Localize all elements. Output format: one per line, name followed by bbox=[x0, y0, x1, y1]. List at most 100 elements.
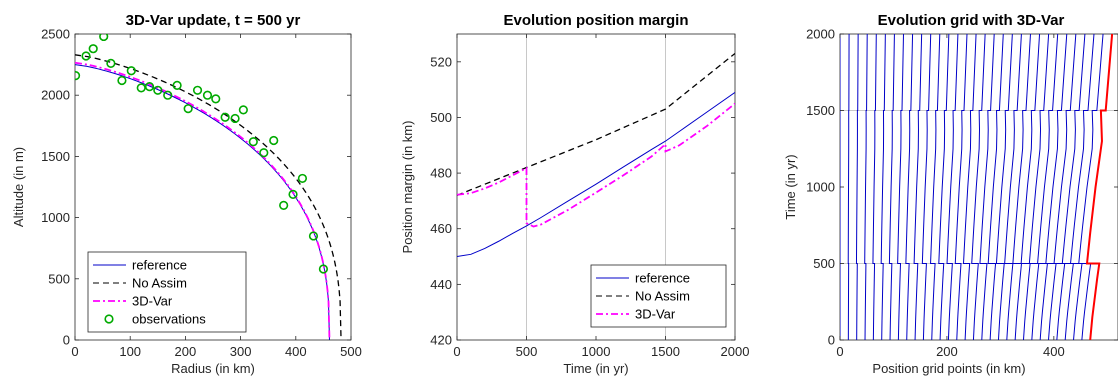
grid-point-trajectory bbox=[855, 34, 859, 340]
grid-point-trajectory bbox=[1012, 34, 1031, 340]
grid-point-trajectory bbox=[1045, 34, 1068, 340]
grid-point-trajectory bbox=[897, 34, 904, 340]
y-tick-label: 1500 bbox=[806, 103, 835, 118]
y-axis-label: Position margin (in km) bbox=[400, 121, 415, 254]
grid-point-trajectory bbox=[1069, 34, 1095, 340]
observation-point bbox=[202, 90, 213, 100]
observation-point bbox=[230, 113, 240, 124]
observation-point bbox=[183, 104, 193, 114]
plot-content bbox=[840, 34, 1118, 340]
grid-point-trajectory bbox=[888, 34, 895, 340]
grid-point-trajectory bbox=[905, 34, 914, 340]
grid-point-trajectory bbox=[864, 34, 868, 340]
grid-point-trajectory bbox=[1053, 34, 1077, 340]
observation-point bbox=[279, 200, 289, 210]
observation-point bbox=[88, 44, 98, 54]
observation-point bbox=[297, 173, 308, 184]
observation-point bbox=[269, 135, 279, 146]
grid-point-trajectory bbox=[962, 34, 977, 340]
y-tick-label: 500 bbox=[430, 110, 452, 125]
grid-point-trajectory bbox=[921, 34, 932, 340]
y-tick-label: 1500 bbox=[41, 149, 70, 164]
grid-point-trajectory bbox=[987, 34, 1004, 340]
x-tick-label: 200 bbox=[936, 344, 958, 359]
observation-point bbox=[117, 75, 127, 86]
grid-point-trajectory bbox=[872, 34, 877, 340]
legend-label: observations bbox=[132, 312, 206, 327]
plot-content bbox=[75, 34, 342, 340]
x-tick-label: 1000 bbox=[582, 344, 611, 359]
x-tick-label: 1500 bbox=[651, 344, 680, 359]
chart-panel-3: 0 200 400 0 500 1000 1500 2000 Evolution grid wi… bbox=[783, 12, 1118, 376]
y-axis-label: Time (in yr) bbox=[783, 154, 798, 219]
margin-line bbox=[457, 92, 735, 258]
y-tick-label: 520 bbox=[430, 54, 452, 69]
chart-panel-1: 0 100 200 300 400 500 0 500 1000 1500 2000 2500 3D-V… bbox=[11, 12, 362, 376]
x-axis-label: Position grid points (in km) bbox=[872, 361, 1025, 376]
observation-point bbox=[153, 85, 163, 95]
observation-point bbox=[172, 80, 182, 91]
grid-point-trajectory bbox=[1078, 34, 1104, 340]
y-tick-label: 480 bbox=[430, 166, 452, 181]
legend: reference No Assim 3D-Var observations bbox=[87, 251, 247, 333]
observation-point bbox=[308, 231, 319, 241]
x-tick-label: 300 bbox=[230, 344, 252, 359]
chart-title: Evolution grid with 3D-Var bbox=[878, 12, 1065, 29]
chart-panel-2: 0 500 1000 1500 2000 420 440 460 480 500 520 Evolut… bbox=[400, 12, 749, 376]
observation-point bbox=[318, 264, 329, 274]
observation-point bbox=[81, 51, 91, 61]
observation-point bbox=[136, 83, 146, 93]
grid-point-trajectory bbox=[1037, 34, 1059, 340]
grid-point-trajectory bbox=[1028, 34, 1050, 340]
x-tick-label: 400 bbox=[1043, 344, 1065, 359]
legend-label: 3D-Var bbox=[635, 307, 676, 322]
grid-point-trajectory bbox=[946, 34, 959, 340]
plot-content bbox=[457, 34, 735, 340]
y-tick-label: 440 bbox=[430, 277, 452, 292]
grid-point-trajectory bbox=[1004, 34, 1022, 340]
y-tick-label: 460 bbox=[430, 221, 452, 236]
margin-trajectory bbox=[1085, 34, 1114, 340]
y-tick-label: 500 bbox=[813, 256, 835, 271]
y-tick-label: 500 bbox=[48, 271, 70, 286]
y-tick-label: 0 bbox=[828, 333, 835, 348]
observation-point bbox=[192, 85, 203, 95]
grid-point-trajectory bbox=[880, 34, 886, 340]
grid-point-trajectory bbox=[913, 34, 923, 340]
observation-point bbox=[238, 105, 248, 115]
x-tick-label: 0 bbox=[453, 344, 460, 359]
y-axis-label: Altitude (in m) bbox=[11, 147, 26, 227]
x-tick-label: 500 bbox=[516, 344, 538, 359]
legend-label: reference bbox=[635, 271, 690, 286]
grid-point-trajectory bbox=[847, 34, 850, 340]
legend-label: No Assim bbox=[132, 276, 187, 291]
x-tick-label: 100 bbox=[119, 344, 141, 359]
y-tick-label: 1000 bbox=[806, 180, 835, 195]
observation-point bbox=[144, 82, 155, 92]
grid-point-trajectory bbox=[954, 34, 968, 340]
y-tick-label: 2000 bbox=[41, 88, 70, 103]
x-tick-label: 500 bbox=[340, 344, 362, 359]
legend-label: 3D-Var bbox=[132, 294, 173, 309]
x-tick-label: 400 bbox=[285, 344, 307, 359]
margin-line bbox=[457, 102, 735, 228]
chart-title: 3D-Var update, t = 500 yr bbox=[126, 12, 301, 29]
legend-box bbox=[590, 264, 727, 328]
observation-point bbox=[211, 94, 221, 104]
x-tick-label: 0 bbox=[71, 344, 78, 359]
y-tick-label: 2000 bbox=[806, 27, 835, 42]
grid-point-trajectory bbox=[995, 34, 1013, 340]
plot-area bbox=[839, 33, 1118, 341]
grid-point-trajectory bbox=[938, 34, 950, 340]
grid-point-trajectory bbox=[979, 34, 995, 340]
chart-title: Evolution position margin bbox=[504, 12, 689, 29]
observation-point bbox=[106, 58, 116, 68]
profile-line bbox=[75, 54, 342, 340]
observation-point bbox=[220, 112, 230, 122]
legend-label: No Assim bbox=[635, 289, 690, 304]
grid-point-trajectory bbox=[1020, 34, 1041, 340]
observation-point bbox=[75, 71, 81, 81]
observation-point bbox=[163, 90, 173, 100]
legend-label: reference bbox=[132, 258, 187, 273]
